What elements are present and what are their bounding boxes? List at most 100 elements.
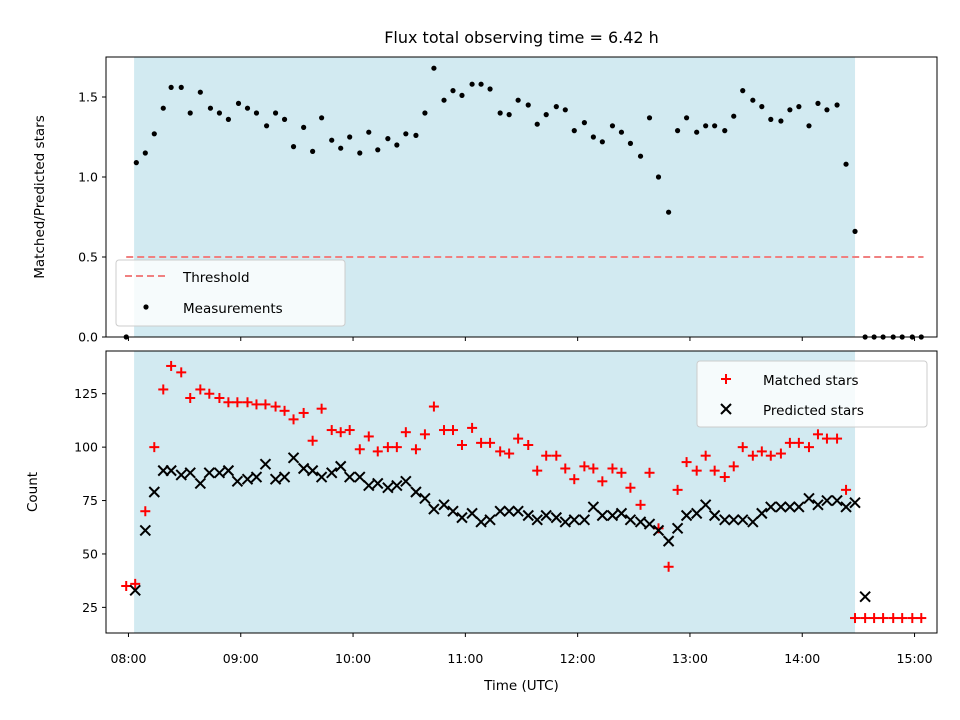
measurement-point [768, 116, 774, 122]
predicted-star-point [484, 514, 496, 526]
predicted-star-point [812, 499, 824, 511]
predicted-star-point [821, 494, 833, 507]
measurement-point [553, 104, 559, 110]
measurement-point [806, 123, 812, 129]
measurement-point [225, 116, 232, 122]
bottom-plot-frame [105, 350, 938, 634]
matched-star-point [195, 384, 206, 395]
predicted-star-point [596, 509, 609, 522]
measurement-point [712, 123, 718, 129]
bottom-x-ticks: 08:00 09:00 10:00 11:00 12:00 13:00 14:00 15:00 [110, 633, 933, 666]
matched-star-point [747, 450, 758, 461]
matched-star-point [597, 476, 608, 487]
measurement-point [627, 140, 634, 146]
measurement-point [310, 148, 316, 154]
y-tick-label: 125 [74, 386, 98, 401]
matched-star-point [400, 427, 411, 438]
matched-star-point [681, 457, 692, 468]
predicted-star-point [708, 509, 721, 522]
matched-star-point [428, 401, 439, 412]
measurement-point [787, 107, 793, 113]
matched-star-point [335, 427, 346, 438]
matched-star-point [316, 403, 327, 414]
measurement-point [646, 115, 653, 121]
predicted-star-point [297, 462, 310, 475]
measurement-point [290, 144, 297, 150]
matched-star-point [158, 384, 169, 395]
measurement-point [599, 139, 605, 145]
matched-star-point [410, 444, 421, 455]
legend-predicted-label: Predicted stars [763, 403, 864, 419]
predicted-star-point [306, 464, 319, 477]
matched-star-point [214, 393, 225, 403]
measurement-point [441, 97, 447, 103]
measurement-point [618, 129, 625, 135]
top-panel: 0.0 0.5 1.0 1.5 Flux total observing time =… [32, 28, 938, 345]
matched-star-point [588, 463, 599, 474]
matched-star-point [204, 388, 215, 399]
predicted-star-point [522, 509, 534, 522]
measurement-point [178, 84, 184, 90]
predicted-star-point [840, 501, 852, 513]
measurement-point [722, 128, 728, 134]
matched-star-point [419, 429, 430, 440]
legend-x-mark [720, 403, 732, 415]
matched-star-point [737, 442, 748, 453]
predicted-star-point [148, 486, 160, 498]
measurement-point [674, 128, 681, 134]
matched-star-point [270, 401, 281, 412]
predicted-star-point [447, 505, 459, 517]
matched-star-point [691, 465, 702, 476]
matched-star-point [756, 446, 767, 457]
matched-star-point [841, 484, 852, 495]
matched-star-point [878, 613, 889, 624]
matched-star-point [869, 613, 880, 624]
y-tick-label: 1.5 [78, 90, 98, 105]
top-legend: Threshold Measurements [115, 259, 346, 327]
matched-star-point [860, 613, 871, 624]
predicted-star-point [559, 516, 572, 528]
measurement-point [740, 88, 746, 94]
predicted-star-point [624, 514, 637, 526]
measurement-point [852, 228, 858, 234]
matched-star-point [616, 467, 627, 478]
matched-star-point [260, 399, 271, 410]
matched-star-point [185, 393, 196, 403]
x-tick-label: 15:00 [897, 651, 933, 666]
measurement-point [329, 137, 335, 143]
predicted-star-point [756, 507, 768, 520]
measurement-point [366, 129, 372, 135]
matched-star-point [625, 482, 636, 493]
matched-star-point [504, 448, 515, 459]
matched-star-point [803, 442, 814, 453]
matched-star-point [391, 442, 402, 453]
measurement-point [357, 150, 363, 156]
measurement-point [562, 107, 568, 113]
predicted-star-point [354, 471, 366, 483]
measurement-point [385, 136, 391, 142]
predicted-star-point [512, 505, 524, 517]
measurement-point [843, 161, 849, 167]
matched-star-point [793, 437, 804, 448]
matched-star-point [579, 461, 590, 472]
predicted-star-point [765, 501, 777, 513]
legend-predicted-swatch [720, 403, 732, 415]
predicted-star-point [737, 514, 749, 526]
measurement-point [515, 97, 521, 103]
measurement-point [151, 131, 157, 137]
predicted-star-point [494, 505, 506, 517]
bottom-y-axis-label: Count [25, 472, 41, 512]
predicted-star-point [259, 458, 272, 470]
predicted-star-point [615, 507, 628, 520]
x-tick-label: 09:00 [223, 651, 259, 666]
matched-star-point [812, 429, 823, 440]
predicted-star-point [343, 471, 356, 483]
legend-measurements-label: Measurements [183, 301, 283, 317]
predicted-star-point [438, 499, 450, 511]
matched-star-point [307, 435, 318, 446]
measurement-point [655, 174, 662, 180]
matched-star-point [551, 450, 562, 461]
measurement-point [609, 123, 616, 129]
matched-star-point [149, 442, 160, 453]
measurement-point [281, 116, 288, 122]
